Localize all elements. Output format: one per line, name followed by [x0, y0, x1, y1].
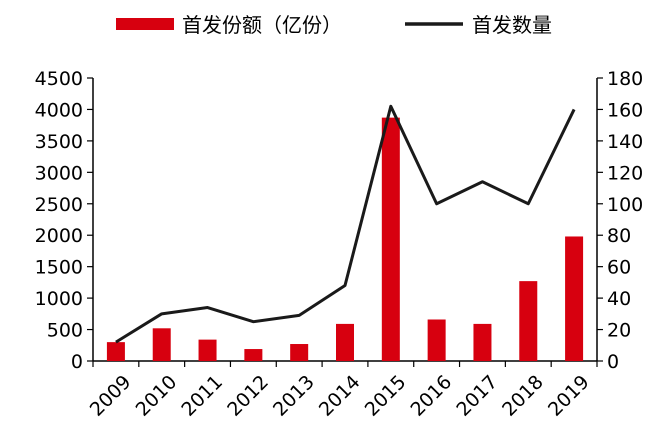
y-left-tick-label: 1000 [35, 288, 83, 310]
bar [427, 319, 446, 361]
bar [244, 349, 263, 361]
x-tick-label: 2010 [132, 371, 182, 421]
line-path [115, 104, 576, 344]
bar [152, 328, 171, 361]
y-left-tick-label: 500 [47, 320, 83, 342]
y-right-tick-label: 180 [607, 68, 643, 90]
x-tick-label: 2013 [269, 371, 319, 421]
bar [381, 117, 400, 362]
y-left-tick-label: 3500 [35, 131, 83, 153]
y-right-tick-label: 140 [607, 131, 643, 153]
y-right-tick-label: 80 [607, 225, 631, 247]
bar [290, 344, 309, 361]
x-tick-label: 2018 [498, 371, 548, 421]
x-tick-label: 2011 [177, 371, 227, 421]
y-left-tick-label: 4000 [35, 99, 83, 121]
x-tick-label: 2017 [452, 371, 502, 421]
y-right-tick-label: 160 [607, 99, 643, 121]
legend-line-label: 首发数量 [472, 13, 552, 37]
axes: 0 500 1000 1500 2000 2500 3000 3500 4000 4500 0 20 4… [35, 68, 644, 421]
y-right-tick-label: 100 [607, 194, 643, 216]
legend-bar-label: 首发份额（亿份） [182, 13, 342, 37]
y-left-tick-label: 2500 [35, 194, 83, 216]
x-tick-label: 2016 [406, 371, 456, 421]
line-series [115, 104, 576, 344]
y-left-tick-label: 1500 [35, 257, 83, 279]
x-tick-label: 2015 [361, 371, 411, 421]
y-left-tick-label: 3000 [35, 162, 83, 184]
y-right-tick-label: 60 [607, 257, 631, 279]
y-left-tick-label: 2000 [35, 225, 83, 247]
bar [106, 342, 125, 361]
y-left-tick-label: 0 [71, 351, 83, 373]
y-right-tick-label: 40 [607, 288, 631, 310]
x-tick-label: 2014 [315, 371, 365, 421]
bar-series [106, 117, 584, 362]
x-tick-label: 2009 [86, 371, 136, 421]
x-tick-label: 2012 [223, 371, 273, 421]
y-left-tick-label: 4500 [35, 68, 83, 90]
y-right-tick-label: 20 [607, 320, 631, 342]
bar [519, 281, 538, 361]
y-right-tick-label: 120 [607, 162, 643, 184]
bar [198, 339, 217, 361]
bar [473, 323, 492, 361]
legend: 首发份额（亿份） 首发数量 [116, 13, 552, 37]
bar [336, 323, 354, 361]
x-tick-label: 2019 [544, 371, 594, 421]
bar [565, 236, 584, 361]
legend-bar-swatch [116, 18, 174, 30]
y-right-tick-label: 0 [607, 351, 619, 373]
